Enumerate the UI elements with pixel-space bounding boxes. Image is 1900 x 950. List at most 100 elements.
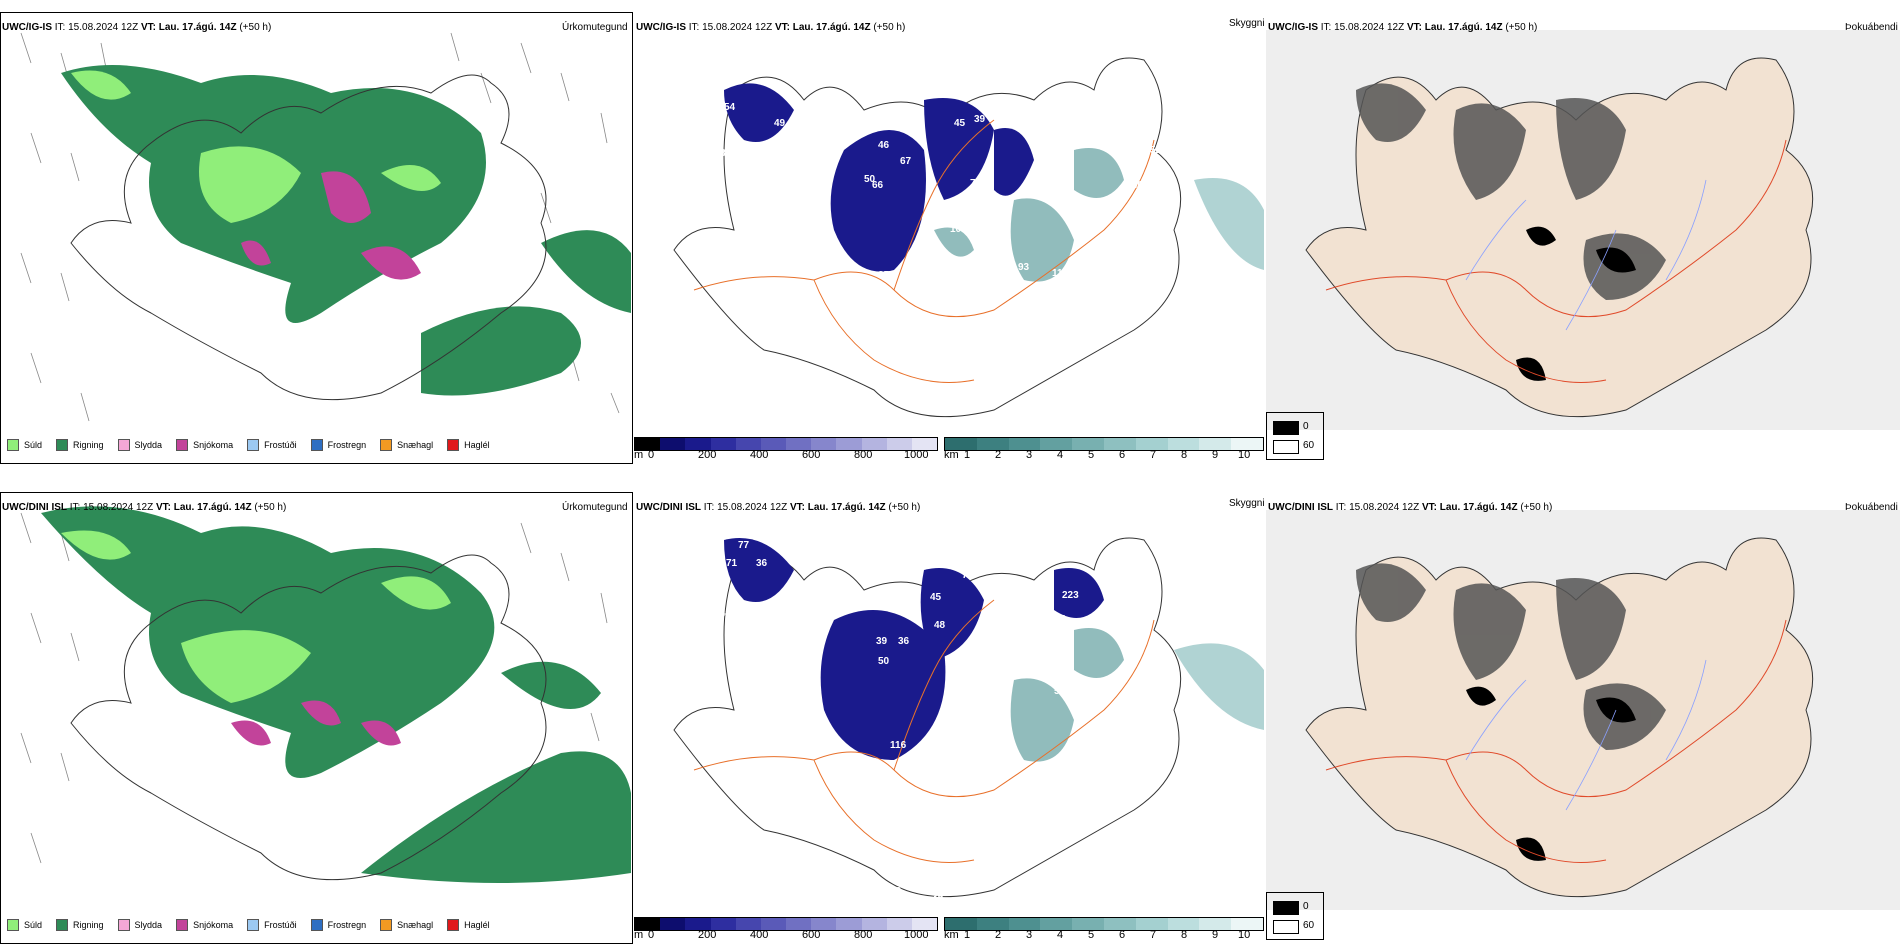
cloud-height-label: 78 bbox=[1002, 744, 1014, 755]
cloud-height-label: 54 bbox=[724, 102, 736, 113]
colorbar-swatch bbox=[1072, 918, 1104, 930]
legend-item: Haglél bbox=[447, 439, 490, 451]
coastline bbox=[70, 554, 547, 881]
init-label: IT: bbox=[1320, 22, 1332, 33]
cloud-height-label: 36 bbox=[898, 636, 910, 647]
legend-item: Slydda bbox=[117, 439, 163, 451]
cloud-height-label: 36 bbox=[756, 558, 768, 569]
colorbar-swatch bbox=[760, 438, 787, 450]
legend-swatch bbox=[117, 919, 130, 931]
visibility-tick: 2 bbox=[995, 929, 1002, 941]
colorbar-swatch bbox=[1167, 918, 1200, 930]
visibility-area bbox=[1010, 628, 1124, 762]
cloud-height-label: 41 bbox=[674, 120, 686, 131]
legend-swatch bbox=[247, 919, 260, 931]
cloud-height-label: 46 bbox=[1132, 180, 1144, 191]
precip-panel-title: Úrkomutegund bbox=[562, 502, 628, 513]
legend-label: Rigning bbox=[73, 920, 104, 930]
visibility-unit: km bbox=[944, 449, 959, 461]
cloud-map-row2 bbox=[673, 537, 1264, 898]
colorbar-swatch bbox=[685, 438, 711, 450]
forecast-offset: (+50 h) bbox=[1505, 22, 1538, 33]
height-tick: 400 bbox=[750, 449, 769, 461]
visibility-tick: 1 bbox=[964, 929, 971, 941]
legend-swatch bbox=[447, 439, 460, 451]
fog-panel-row2 bbox=[1266, 510, 1900, 910]
height-tick: 600 bbox=[802, 449, 821, 461]
river-network bbox=[1465, 659, 1707, 811]
model-name: UWC/IG-IS bbox=[1268, 22, 1318, 33]
legend-swatch bbox=[380, 919, 393, 931]
visibility-tick: 3 bbox=[1026, 929, 1033, 941]
cloud-height-label: 54 bbox=[994, 602, 1006, 613]
colorbar-swatch bbox=[861, 438, 887, 450]
cloud-height-label: 80 bbox=[782, 698, 794, 709]
colorbar-swatch bbox=[710, 918, 736, 930]
cloud-height-label: 60 bbox=[722, 68, 734, 79]
road-network bbox=[1325, 139, 1787, 383]
valid-label: VT: bbox=[1406, 22, 1422, 33]
height-tick: 1000 bbox=[904, 929, 929, 941]
colorbar-swatch bbox=[1040, 918, 1073, 930]
coastline bbox=[70, 74, 547, 401]
cloud-height-label: 70 bbox=[962, 570, 974, 581]
fog-map-row1 bbox=[1266, 30, 1900, 430]
visibility-tick: 5 bbox=[1088, 929, 1095, 941]
legend-item: Rigning bbox=[56, 439, 104, 451]
cloud-height-label: 54 bbox=[700, 578, 712, 589]
colorbar-swatch bbox=[786, 438, 812, 450]
legend-swatch bbox=[117, 439, 130, 451]
colorbar-swatch bbox=[1103, 918, 1136, 930]
fog-label: 60 bbox=[1303, 440, 1315, 451]
legend-swatch bbox=[247, 439, 260, 451]
snow-area bbox=[241, 171, 421, 280]
height-tick: 0 bbox=[648, 929, 655, 941]
legend-item: Snæhagl bbox=[380, 919, 433, 931]
precip-legend: Súld Rigning Slydda Snjókoma Frostúði Fr… bbox=[7, 919, 504, 931]
colorbar-swatch bbox=[911, 918, 938, 930]
model-name: UWC/IG-IS bbox=[2, 22, 52, 33]
init-value: 15.08.2024 12Z bbox=[717, 502, 788, 513]
cloud-height-label: 46 bbox=[878, 140, 890, 151]
init-label: IT: bbox=[54, 22, 66, 33]
model-name: UWC/DINI ISL bbox=[636, 502, 701, 513]
colorbar-swatch bbox=[660, 918, 686, 930]
legend-item: Snæhagl bbox=[380, 439, 433, 451]
visibility-tick: 4 bbox=[1057, 929, 1064, 941]
colorbar-swatch bbox=[710, 438, 736, 450]
fog-map-row2 bbox=[1266, 510, 1900, 910]
cloud-height-label: 48 bbox=[784, 592, 796, 603]
cloud-height-label: 223 bbox=[1062, 88, 1079, 99]
fog-panel-row1 bbox=[1266, 30, 1900, 430]
cloud-height-label: 93 bbox=[1018, 262, 1030, 273]
visibility-tick: 10 bbox=[1238, 449, 1251, 461]
cloud-height-label: 69 bbox=[692, 142, 704, 153]
fog-swatch-white bbox=[1273, 920, 1299, 934]
precip-legend: Súld Rigning Slydda Snjókoma Frostúði Fr… bbox=[7, 439, 504, 451]
forecast-offset: (+50 h) bbox=[254, 502, 287, 513]
height-unit: m bbox=[634, 929, 644, 941]
cloud-height-label: 63 bbox=[890, 886, 902, 897]
legend-swatch bbox=[7, 439, 19, 451]
cloud-height-label: 241 bbox=[992, 270, 1009, 281]
height-colorbar-row2 bbox=[634, 917, 938, 931]
legend-swatch bbox=[310, 919, 323, 931]
model-name: UWC/DINI ISL bbox=[2, 502, 67, 513]
init-value: 15.08.2024 12Z bbox=[1349, 502, 1420, 513]
cloud-height-label: 212 bbox=[966, 688, 983, 699]
visibility-tick: 6 bbox=[1119, 929, 1126, 941]
cloud-height-label: 50 bbox=[864, 174, 876, 185]
legend-label: Haglél bbox=[464, 440, 490, 450]
precip-map-row2 bbox=[1, 493, 632, 903]
init-value: 15.08.2024 12Z bbox=[83, 502, 154, 513]
height-tick: 200 bbox=[698, 449, 717, 461]
visibility-tick: 5 bbox=[1088, 449, 1095, 461]
legend-label: Snjókoma bbox=[193, 920, 234, 930]
valid-value: Lau. 17.ágú. 14Z bbox=[807, 502, 886, 513]
model-name: UWC/DINI ISL bbox=[1268, 502, 1333, 513]
colorbar-swatch bbox=[685, 918, 711, 930]
height-tick: 800 bbox=[854, 449, 873, 461]
legend-label: Slydda bbox=[134, 440, 163, 450]
height-colorbar-row1 bbox=[634, 437, 938, 451]
visibility-tick: 9 bbox=[1212, 929, 1219, 941]
